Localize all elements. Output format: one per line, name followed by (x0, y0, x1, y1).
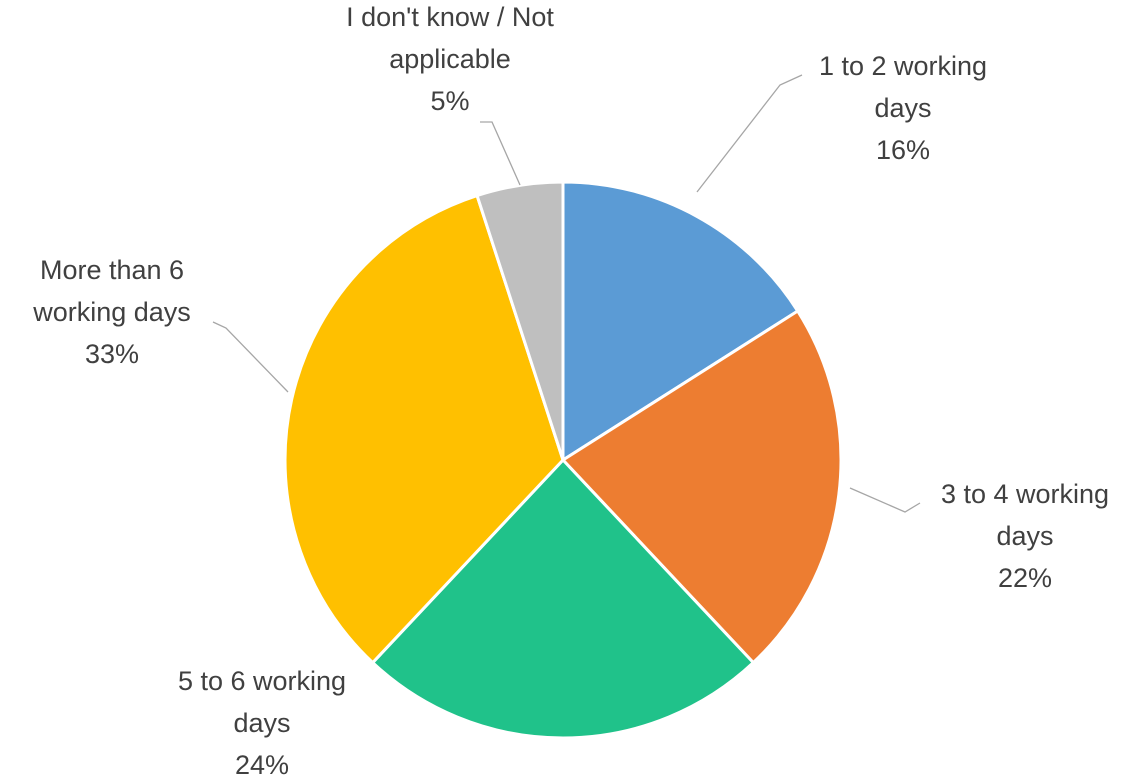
leader-line-3-to-4-working-days (849, 487, 921, 513)
data-labels: 1 to 2 working days 16% 3 to 4 working days 2… (32, 2, 1109, 780)
data-label-value: 24% (235, 750, 289, 780)
pie-slice-i-don-t-know-not-applicable (475, 180, 565, 461)
leader-line-more-than-6-working-days (212, 321, 289, 393)
data-label-more-than-6-working-days: More than 6 working days 33% (32, 255, 191, 369)
data-label-category-line: I don't know / Not (346, 2, 554, 32)
pie-slice-more-than-6-working-days (283, 193, 565, 665)
data-label-category-line: applicable (389, 44, 511, 74)
data-label-value: 16% (876, 135, 930, 165)
data-label-category-line: 5 to 6 working (178, 666, 346, 696)
leader-line-i-don-t-know-not-applicable (480, 121, 521, 186)
pie-slice-3-to-4-working-days (560, 308, 843, 665)
data-label-i-don-t-know-not-applicable: I don't know / Not applicable 5% (346, 2, 554, 116)
pie-slices (283, 180, 843, 740)
data-label-5-to-6-working-days: 5 to 6 working days 24% (178, 666, 346, 780)
data-label-3-to-4-working-days: 3 to 4 working days 22% (941, 479, 1109, 593)
leader-line-1-to-2-working-days (696, 74, 803, 193)
data-label-value: 5% (430, 86, 469, 116)
data-label-category-line: working days (32, 297, 191, 327)
leader-lines (212, 74, 921, 513)
data-label-1-to-2-working-days: 1 to 2 working days 16% (819, 51, 987, 165)
data-label-category-line: days (233, 708, 290, 738)
data-label-category-line: 3 to 4 working (941, 479, 1109, 509)
pie-slice-1-to-2-working-days (561, 180, 800, 463)
data-label-value: 33% (85, 339, 139, 369)
data-label-category-line: days (996, 521, 1053, 551)
data-label-category-line: 1 to 2 working (819, 51, 987, 81)
data-label-category-line: More than 6 (40, 255, 184, 285)
data-label-value: 22% (998, 563, 1052, 593)
data-label-category-line: days (874, 93, 931, 123)
pie-slice-5-to-6-working-days (370, 457, 756, 740)
